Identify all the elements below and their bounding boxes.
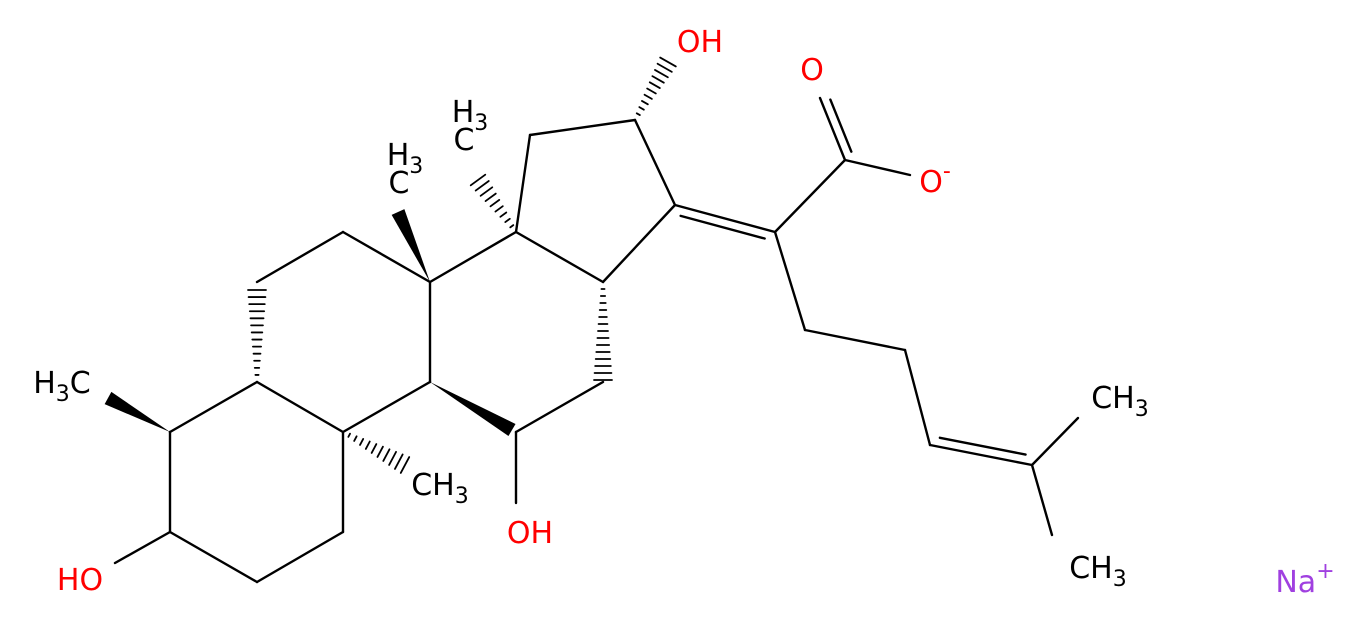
bond [255,530,345,584]
atom-label: OH [507,516,553,551]
atom-label: C [389,166,410,201]
bond [341,380,432,434]
bond [514,380,605,434]
atom-symbol: OH [677,25,723,60]
atom-symbol: H [452,95,475,130]
atom-symbol: CH [1091,381,1135,416]
hashed-bond [394,453,404,470]
hashed-bond [499,211,508,218]
subscript: 3 [1135,397,1149,422]
hashed-bond [659,56,677,68]
bond [255,230,345,284]
hashed-bond [370,443,378,454]
subscript: 3 [474,111,488,136]
double-bond [673,203,777,234]
hashed-bond [648,81,661,89]
hashed-bond [359,437,365,446]
bond [803,328,907,352]
atom-label: C [454,123,475,158]
hashed-bond [484,192,497,202]
hashed-bond [504,217,511,223]
wedge-bond [391,209,430,282]
subscript: 3 [1113,567,1127,592]
bond [528,118,637,137]
hashed-bond [641,100,649,106]
atom-label: CH3 [1091,381,1149,422]
bond [903,348,932,447]
hashed-bond [347,432,351,438]
hashed-bond [509,224,515,229]
bond [113,530,172,565]
superscript: + [1316,559,1334,584]
atom-label: Na+ [1275,559,1334,600]
atom-label: CH3 [1069,551,1127,592]
bond [255,380,345,434]
bond [514,133,532,234]
atom-symbol: O [919,165,943,200]
atom-symbol: HO [57,563,103,598]
bond [1030,463,1054,537]
bond [843,158,912,177]
wedge-bond [104,391,170,432]
hashed-bond [646,87,657,95]
hashed-bond [656,62,673,73]
superscript: - [943,159,951,184]
hashed-bond [364,440,371,450]
hashed-bond [643,93,653,100]
atom-label: HO [57,563,103,598]
atom-symbol: C [70,366,91,401]
hashed-bond [654,69,669,79]
hashed-bond [479,186,494,197]
atom-symbol: H [387,138,410,173]
atom-label: O- [919,159,951,200]
atom-label: O [800,53,824,88]
bond [773,230,807,332]
bond [168,530,259,584]
atom-label: H3 [452,95,489,136]
hashed-bond [635,112,641,116]
atom-symbol: OH [507,516,553,551]
hashed-bond [382,448,391,462]
double-bond [679,214,766,240]
hashed-bond [474,180,490,192]
atom-symbol: Na [1275,565,1316,600]
bond [514,230,605,284]
bond [1030,416,1080,467]
bond [601,203,677,284]
subscript: 3 [409,154,423,179]
bond [168,380,259,434]
atom-label: H3 [387,138,424,179]
wedge-bond [430,382,516,437]
double-bond [829,98,853,153]
hashed-bond [651,75,665,84]
atom-label: OH [677,25,723,60]
atom-symbol: O [800,53,824,88]
hashed-bond [638,106,645,111]
hashed-bond [469,173,487,187]
hashed-bond [489,198,501,208]
bond [633,118,677,207]
bond [428,230,518,284]
double-bond [928,443,1034,467]
bond [341,230,432,284]
atom-symbol: CH [411,468,455,503]
atom-label: H3C [33,366,91,407]
hashed-bond [353,435,358,442]
subscript: 3 [455,484,469,509]
atom-symbol: H [33,366,56,401]
atom-label: CH3 [411,468,469,509]
hashed-bond [376,445,384,458]
subscript: 3 [56,382,70,407]
atom-symbol: CH [1069,551,1113,586]
hashed-bond [494,205,504,213]
hashed-bond [399,456,411,474]
double-bond [938,436,1027,456]
hashed-bond [388,450,397,466]
bond [773,158,847,234]
double-bond [818,96,847,162]
